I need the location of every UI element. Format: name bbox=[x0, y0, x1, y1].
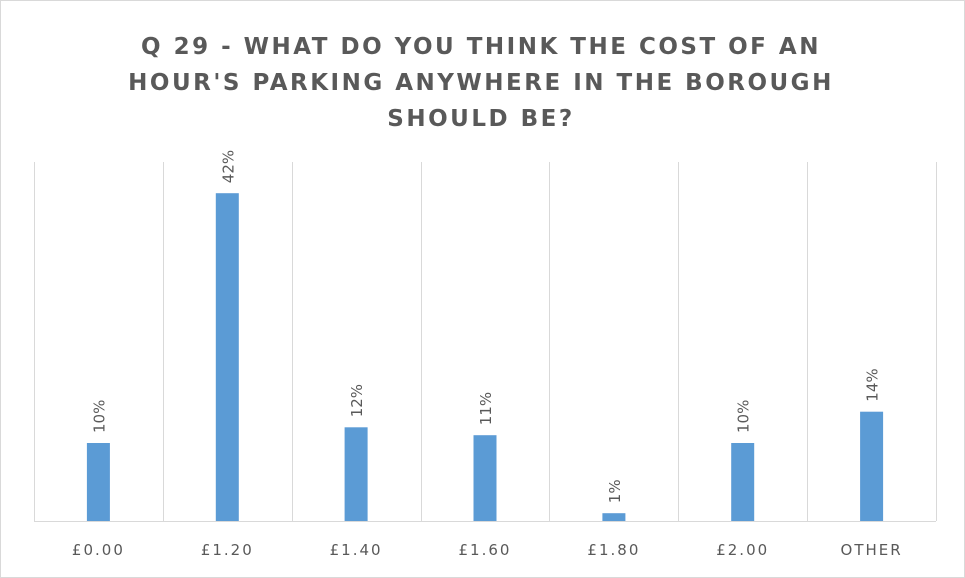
data-label: 42% bbox=[219, 150, 237, 183]
bar bbox=[602, 513, 626, 521]
bar bbox=[86, 443, 110, 521]
bar bbox=[215, 193, 239, 521]
chart-title: Q 29 - WHAT DO YOU THINK THE COST OF AN … bbox=[128, 34, 834, 132]
bar bbox=[731, 443, 755, 521]
bar bbox=[860, 411, 884, 521]
bar bbox=[344, 427, 368, 521]
bar bbox=[473, 435, 497, 521]
data-label: 12% bbox=[348, 384, 366, 417]
category-tick-label: £2.00 bbox=[716, 541, 769, 559]
category-tick-label: £1.80 bbox=[587, 541, 640, 559]
category-tick-label: £1.60 bbox=[459, 541, 512, 559]
data-label: 11% bbox=[477, 392, 495, 425]
category-tick-label: £0.00 bbox=[72, 541, 125, 559]
category-tick-label: OTHER bbox=[841, 541, 903, 559]
data-label: 14% bbox=[864, 368, 882, 401]
data-label: 10% bbox=[90, 400, 108, 433]
category-tick-label: £1.20 bbox=[201, 541, 254, 559]
data-label: 10% bbox=[735, 400, 753, 433]
category-tick-label: £1.40 bbox=[330, 541, 383, 559]
data-label: 1% bbox=[606, 479, 624, 503]
